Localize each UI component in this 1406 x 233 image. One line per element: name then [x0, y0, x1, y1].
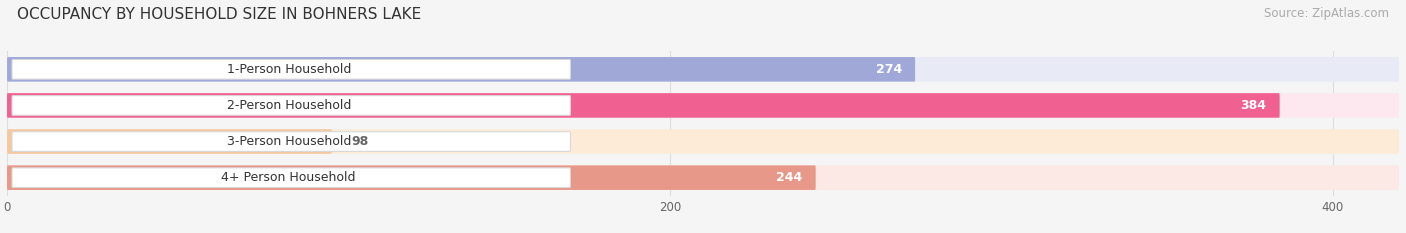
FancyBboxPatch shape: [13, 96, 571, 115]
Text: OCCUPANCY BY HOUSEHOLD SIZE IN BOHNERS LAKE: OCCUPANCY BY HOUSEHOLD SIZE IN BOHNERS L…: [17, 7, 422, 22]
FancyBboxPatch shape: [7, 93, 1399, 118]
Text: 3-Person Household: 3-Person Household: [226, 135, 352, 148]
Text: 244: 244: [776, 171, 803, 184]
FancyBboxPatch shape: [7, 165, 815, 190]
Text: Source: ZipAtlas.com: Source: ZipAtlas.com: [1264, 7, 1389, 20]
FancyBboxPatch shape: [13, 59, 571, 79]
FancyBboxPatch shape: [7, 165, 1399, 190]
FancyBboxPatch shape: [7, 93, 1279, 118]
FancyBboxPatch shape: [7, 57, 915, 82]
FancyBboxPatch shape: [7, 57, 1399, 82]
Text: 2-Person Household: 2-Person Household: [226, 99, 352, 112]
FancyBboxPatch shape: [7, 129, 1399, 154]
FancyBboxPatch shape: [13, 168, 571, 188]
FancyBboxPatch shape: [13, 132, 571, 151]
Text: 98: 98: [352, 135, 368, 148]
Text: 384: 384: [1240, 99, 1267, 112]
Text: 4+ Person Household: 4+ Person Household: [222, 171, 356, 184]
FancyBboxPatch shape: [7, 129, 332, 154]
Text: 1-Person Household: 1-Person Household: [226, 63, 352, 76]
Text: 274: 274: [876, 63, 901, 76]
